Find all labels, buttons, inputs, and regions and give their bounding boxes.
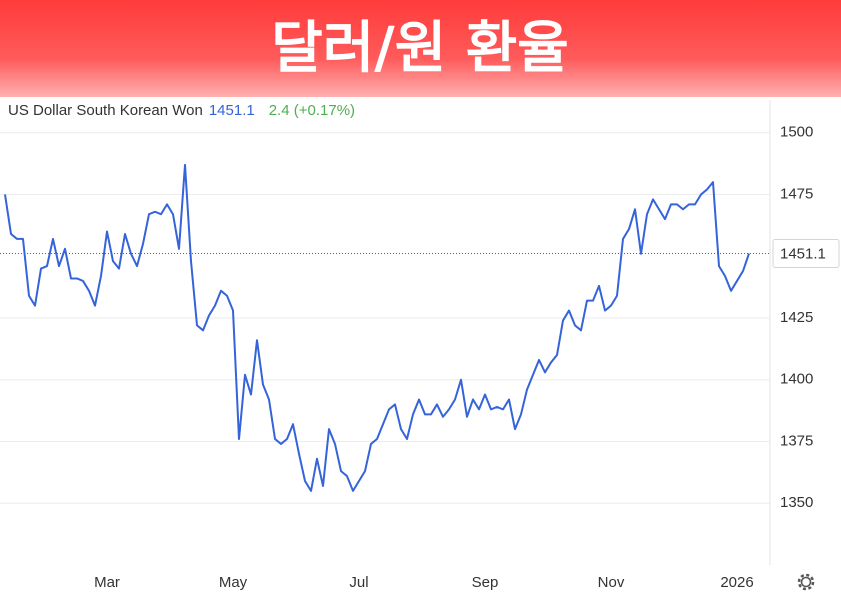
subtitle: US Dollar South Korean Won 1451.1 2.4 (+0.… — [8, 102, 355, 119]
y-tick-label: 1350 — [780, 494, 813, 511]
y-tick-label: 1475 — [780, 185, 813, 202]
series-name: US Dollar South Korean Won — [8, 102, 203, 119]
y-tick-label: 1425 — [780, 309, 813, 326]
series-line — [4, 163, 750, 492]
x-tick-label: Nov — [598, 574, 625, 591]
change: 2.4 (+0.17%) — [269, 102, 355, 119]
last-price-box — [772, 238, 840, 268]
last-price: 1451.1 — [209, 102, 255, 119]
chart-title: 달러/원 환율 — [271, 16, 569, 81]
x-tick-label: Sep — [472, 574, 499, 591]
x-tick-label: 2026 — [720, 574, 753, 591]
x-tick-label: Jul — [349, 574, 368, 591]
settings-icon[interactable] — [797, 573, 815, 591]
x-tick-label: May — [219, 574, 248, 591]
y-tick-label: 1500 — [780, 124, 813, 141]
header-banner — [0, 0, 841, 97]
y-tick-label: 1400 — [780, 371, 813, 388]
grid — [0, 132, 770, 504]
x-tick-label: Mar — [94, 574, 120, 591]
last-price-label: 1451.1 — [780, 245, 826, 262]
y-tick-label: 1375 — [780, 432, 813, 449]
